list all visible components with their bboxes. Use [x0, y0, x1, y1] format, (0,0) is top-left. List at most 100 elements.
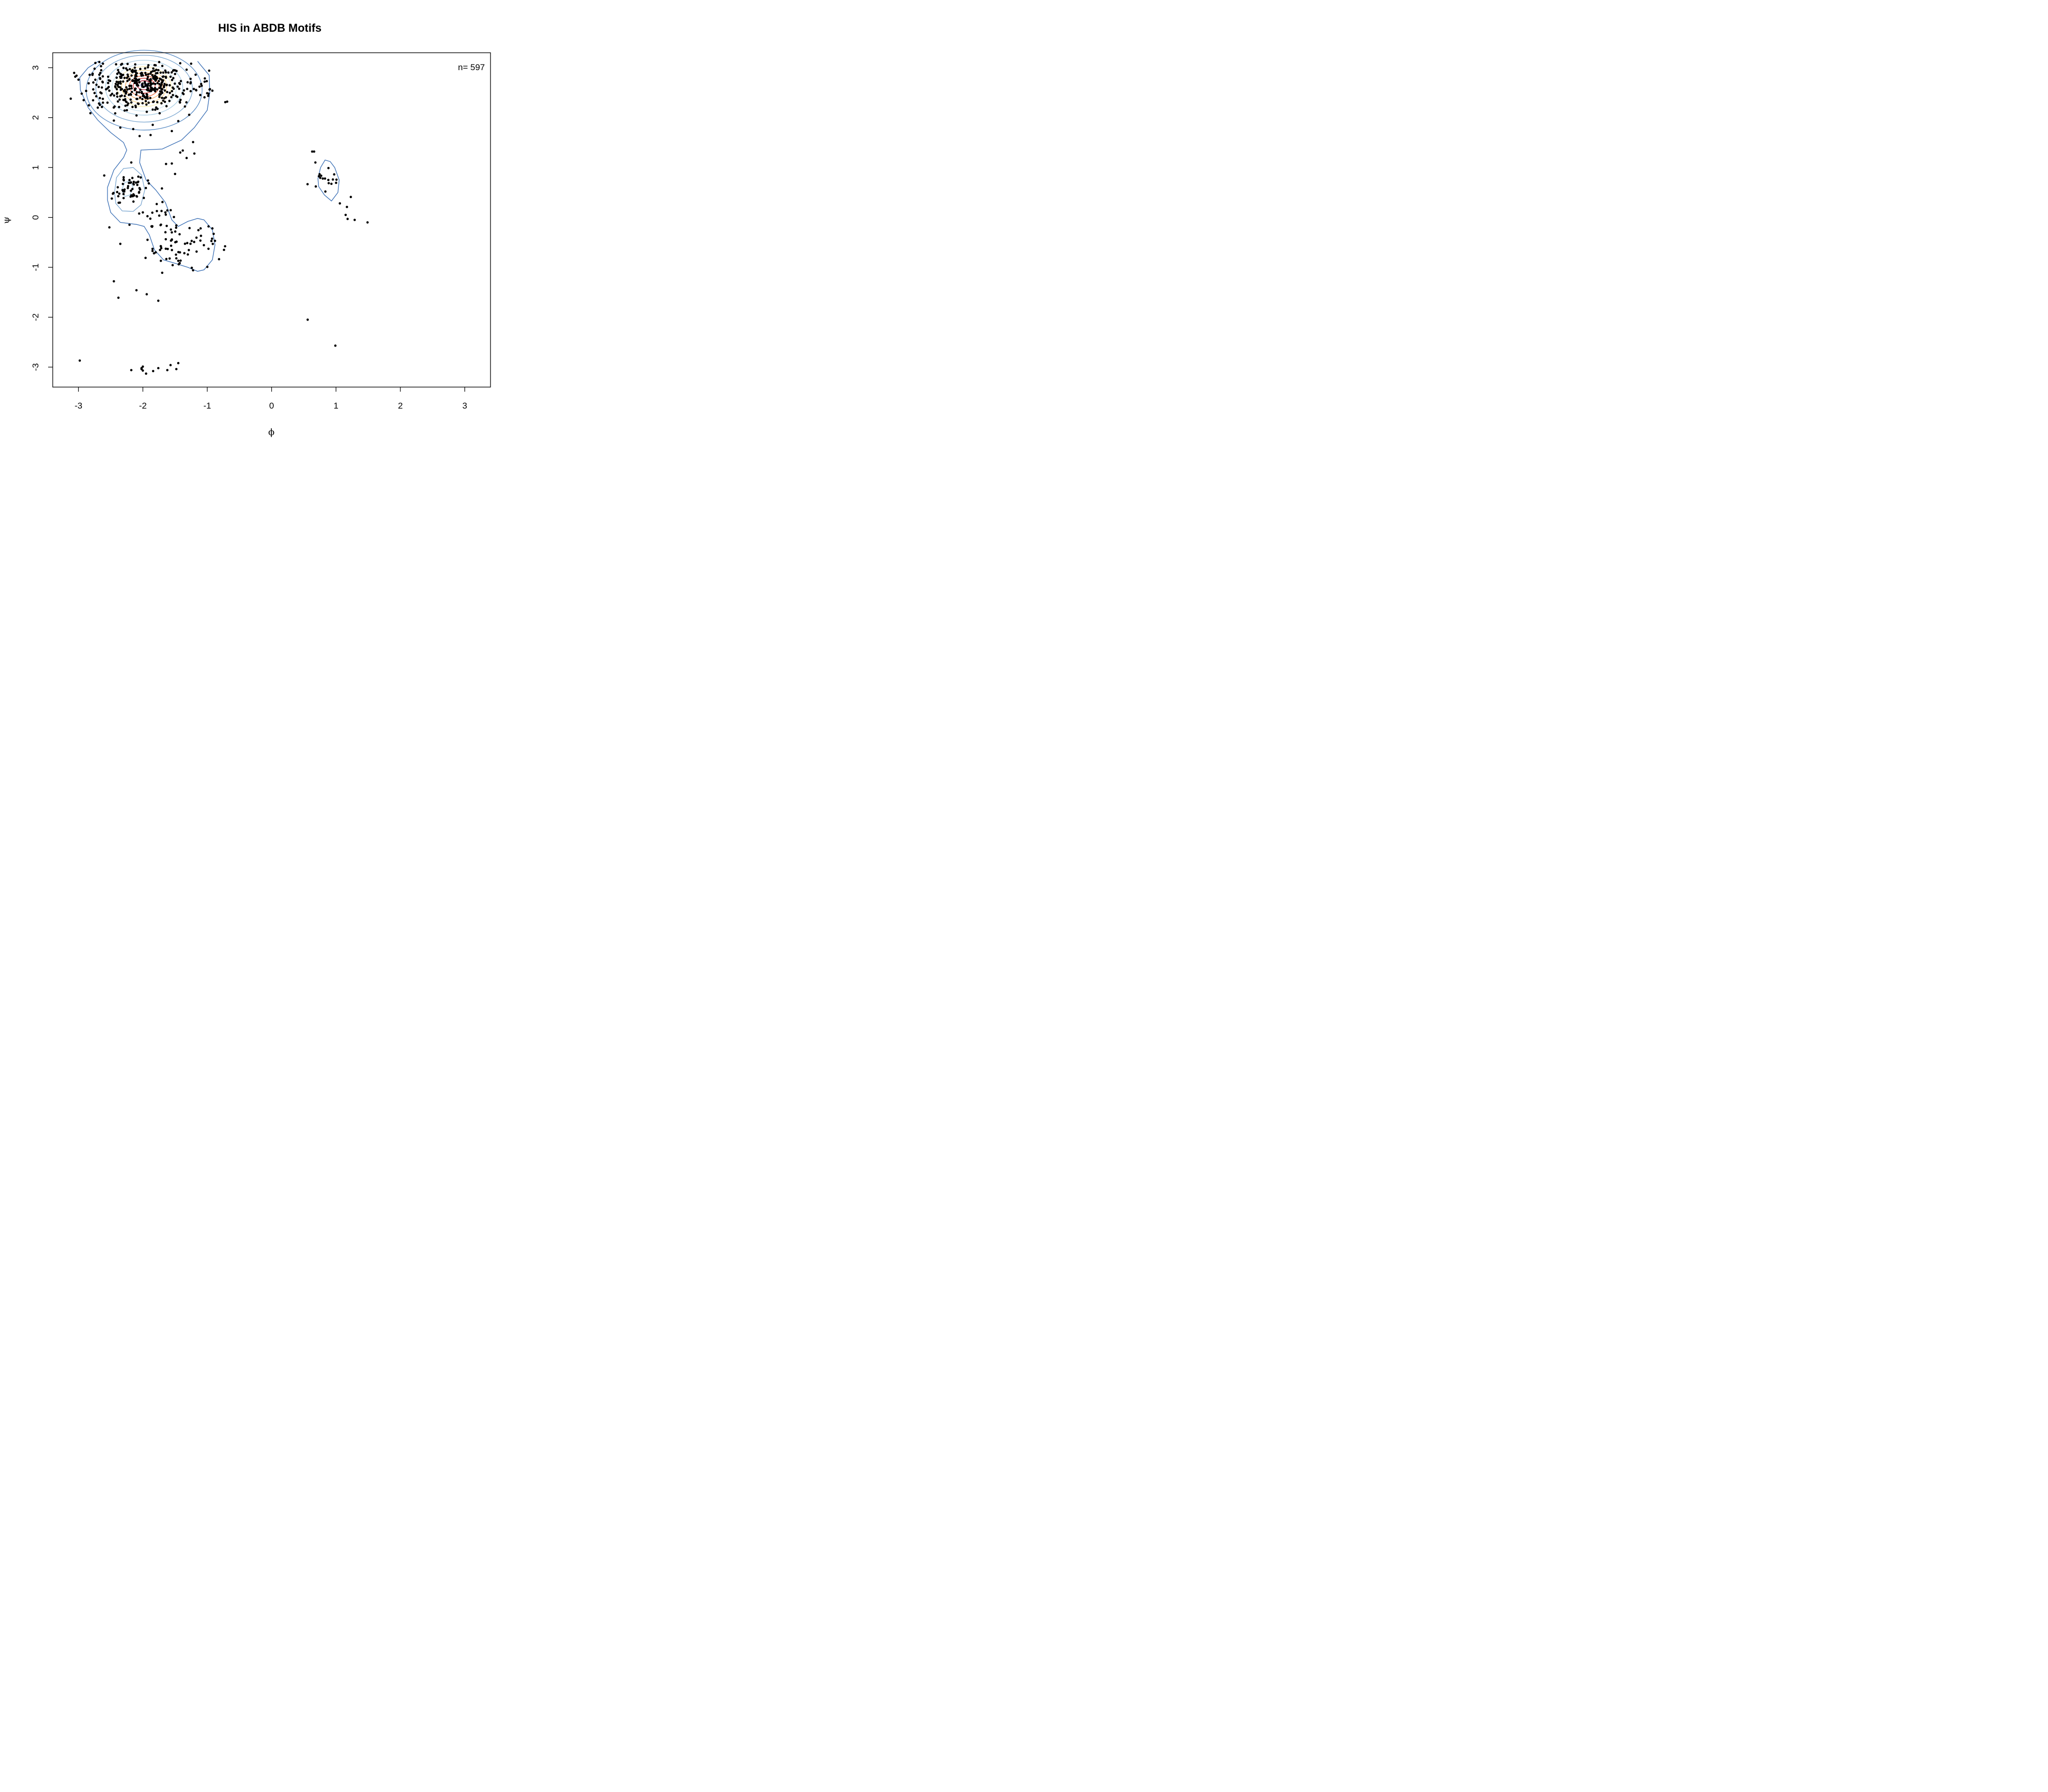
data-point [120, 76, 123, 79]
data-point [84, 90, 88, 92]
data-point [324, 190, 327, 193]
data-point [198, 86, 201, 88]
data-point [164, 231, 167, 233]
data-point [165, 258, 168, 261]
data-point [335, 181, 337, 184]
data-point [179, 101, 181, 104]
data-point [87, 82, 90, 85]
data-point [108, 89, 111, 92]
data-point [314, 185, 317, 188]
data-point [152, 70, 154, 73]
data-point [153, 252, 156, 255]
y-tick-label: -3 [31, 363, 40, 371]
data-point [118, 105, 120, 109]
data-point [163, 89, 166, 92]
data-point [137, 175, 140, 178]
data-point [157, 367, 160, 370]
data-point [113, 105, 116, 108]
data-point [210, 237, 214, 240]
data-point [175, 240, 178, 243]
data-point [147, 101, 150, 104]
y-axis-label: ψ [1, 217, 12, 224]
data-point [207, 225, 210, 228]
data-point [327, 179, 330, 181]
data-point [136, 72, 138, 75]
data-point [119, 82, 122, 85]
data-point [129, 181, 132, 184]
data-point [114, 86, 117, 89]
data-point [151, 249, 154, 252]
data-point [128, 84, 131, 88]
data-point [159, 71, 162, 74]
plot-frame [52, 52, 491, 388]
data-point [97, 86, 100, 89]
data-point [349, 196, 352, 199]
data-point [156, 210, 158, 212]
data-point [108, 86, 110, 89]
density-contour-7 [112, 63, 177, 112]
data-point [168, 99, 171, 102]
data-point [135, 78, 138, 80]
data-point [75, 74, 78, 77]
data-point [199, 227, 202, 230]
data-point [203, 77, 206, 80]
data-point [91, 73, 94, 76]
data-point [158, 87, 161, 89]
x-tick-label: 1 [334, 401, 338, 411]
data-point [146, 215, 149, 218]
data-point [169, 209, 172, 211]
data-point [130, 189, 132, 192]
x-tick-label: -2 [139, 401, 146, 411]
data-point [170, 231, 173, 234]
data-point [123, 89, 126, 91]
data-point [99, 72, 102, 74]
data-point [185, 68, 188, 71]
data-point [117, 100, 119, 103]
data-point [172, 94, 175, 96]
data-point [214, 240, 217, 242]
data-point [116, 95, 119, 98]
data-point [125, 67, 127, 70]
data-point [93, 67, 96, 70]
data-point [148, 90, 152, 93]
data-point [195, 236, 198, 239]
data-point [203, 96, 206, 99]
data-point [154, 82, 157, 86]
data-point [144, 67, 146, 70]
data-point [123, 109, 126, 112]
data-point [141, 72, 143, 75]
data-point [136, 97, 139, 100]
data-point [131, 105, 134, 109]
data-point [170, 249, 174, 251]
data-point [122, 67, 125, 69]
density-contour-5 [95, 55, 193, 123]
data-point [197, 229, 200, 231]
data-point [156, 101, 159, 103]
data-point [142, 93, 145, 96]
data-point [160, 245, 162, 248]
data-point [141, 82, 144, 85]
data-point [314, 161, 317, 164]
data-point [130, 74, 133, 77]
data-point [187, 249, 190, 251]
data-point [179, 259, 182, 262]
data-point [123, 99, 126, 102]
data-point [175, 257, 178, 260]
data-point [132, 127, 135, 131]
data-point [177, 120, 180, 122]
data-point [169, 364, 172, 367]
data-point [189, 90, 192, 93]
data-point [77, 78, 80, 81]
data-point [136, 183, 139, 186]
data-point [146, 66, 150, 69]
data-point [137, 102, 140, 105]
data-point [169, 228, 173, 231]
data-point [161, 201, 164, 203]
data-point [174, 73, 177, 75]
data-point [141, 86, 144, 88]
data-point [130, 161, 133, 164]
data-point [206, 266, 209, 268]
data-point [122, 197, 125, 200]
data-point [226, 100, 229, 103]
data-point [160, 83, 163, 86]
